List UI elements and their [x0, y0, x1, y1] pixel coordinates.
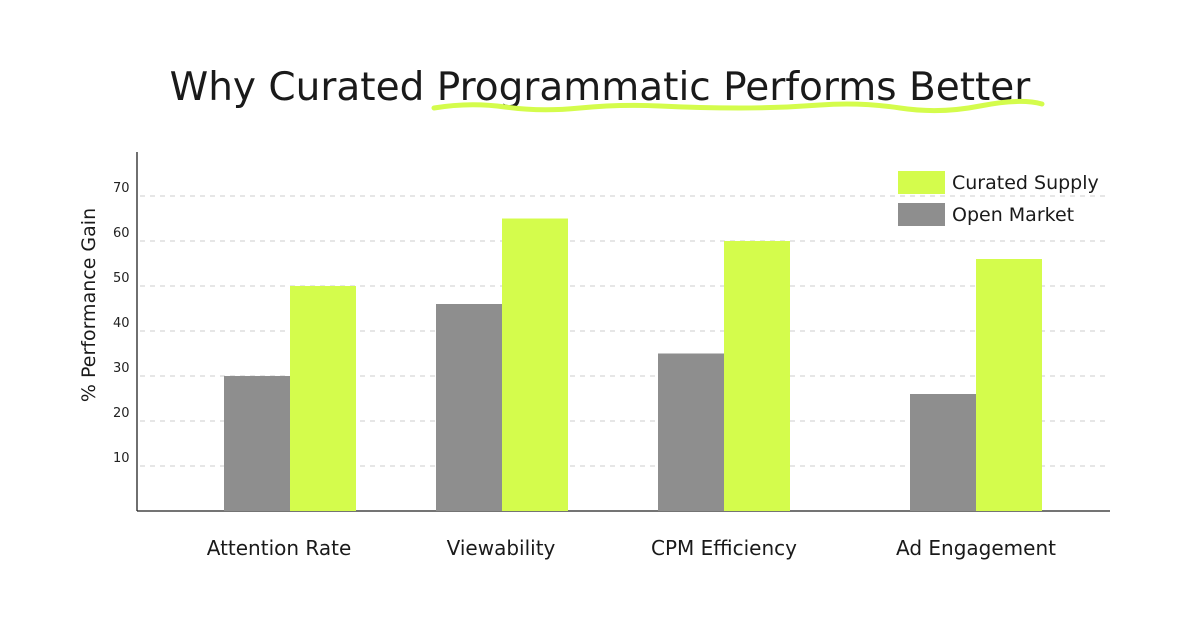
y-tick-label: 70	[113, 181, 130, 196]
bar-open-market	[436, 304, 502, 511]
y-tick-label: 40	[113, 316, 130, 331]
bar-open-market	[224, 376, 290, 511]
x-category-label: Ad Engagement	[896, 536, 1056, 560]
x-category-label: CPM Efficiency	[651, 536, 797, 560]
bar-curated-supply	[976, 259, 1042, 511]
y-tick-label: 60	[113, 226, 130, 241]
bar-curated-supply	[724, 241, 790, 511]
x-category-labels: Attention Rate Viewability CPM Efficiency A…	[207, 536, 1056, 560]
legend-label-open-market: Open Market	[952, 204, 1074, 226]
legend-swatch-open-market	[898, 203, 945, 226]
x-category-label: Attention Rate	[207, 536, 352, 560]
chart-legend: Curated Supply Open Market	[898, 171, 1099, 226]
chart-title-prefix: Why Curated	[170, 65, 437, 110]
title-highlight-underline	[431, 98, 1045, 114]
y-tick-label: 10	[113, 451, 130, 466]
y-tick-label: 20	[113, 406, 130, 421]
y-tick-labels: 10 20 30 40 50 60 70	[113, 181, 130, 466]
bar-open-market	[910, 394, 976, 511]
bar-curated-supply	[290, 286, 356, 511]
y-tick-label: 30	[113, 361, 130, 376]
chart-title: Why Curated Programmatic Performs Better	[170, 65, 1032, 110]
chart-title-suffix: Performs Better	[723, 65, 1031, 110]
bar-open-market	[658, 353, 724, 511]
legend-label-curated-supply: Curated Supply	[952, 172, 1099, 194]
y-tick-label: 50	[113, 271, 130, 286]
bar-curated-supply	[502, 218, 568, 511]
legend-swatch-curated-supply	[898, 171, 945, 194]
bars	[224, 218, 1042, 511]
x-category-label: Viewability	[447, 536, 556, 560]
y-axis-label: % Performance Gain	[78, 208, 100, 402]
